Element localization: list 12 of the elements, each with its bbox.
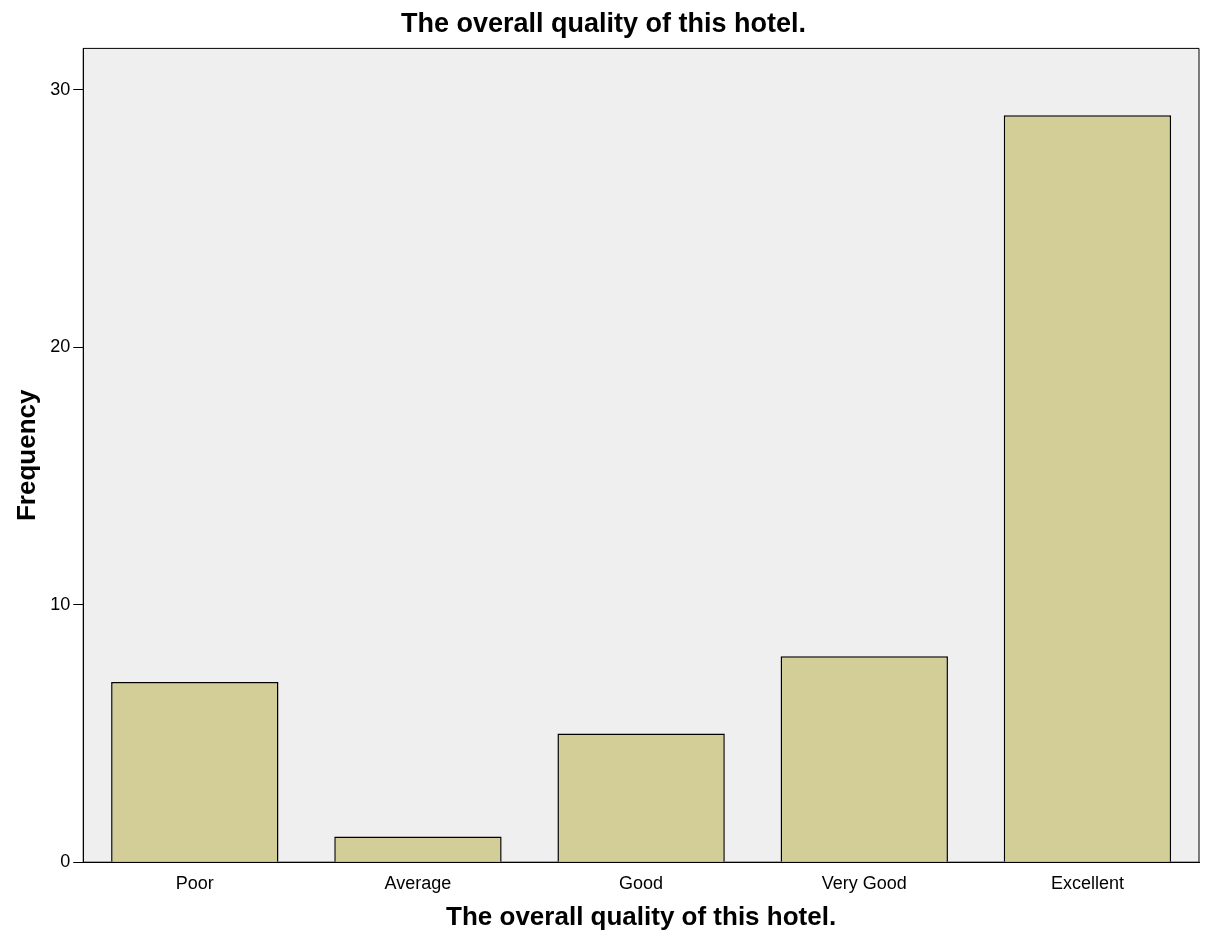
x-tick-label: Very Good	[821, 872, 907, 893]
y-tick-label: 30	[50, 78, 71, 99]
y-tick-label: 0	[60, 851, 71, 872]
x-tick-label: Excellent	[1050, 872, 1124, 893]
x-axis-title: The overall quality of this hotel.	[446, 900, 837, 931]
x-tick-label: Average	[384, 872, 452, 893]
y-tick-label: 20	[50, 336, 71, 357]
y-tick-label: 10	[50, 593, 71, 614]
y-axis-title: Frequency	[10, 389, 41, 522]
x-tick-label: Poor	[175, 872, 214, 893]
x-tick-label: Good	[619, 872, 664, 893]
chart-title: The overall quality of this hotel.	[400, 7, 807, 38]
